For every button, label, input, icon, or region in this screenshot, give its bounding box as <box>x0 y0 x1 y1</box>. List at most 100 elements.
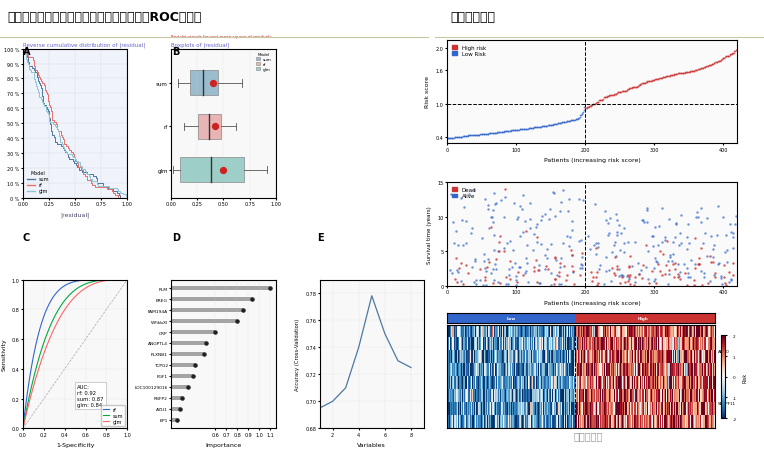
Point <box>623 86 636 93</box>
Point <box>174 405 186 413</box>
Point <box>573 238 585 245</box>
Point <box>588 101 600 108</box>
Point <box>576 110 588 117</box>
Point <box>519 126 531 133</box>
Point <box>664 252 676 259</box>
Point <box>675 212 687 219</box>
Point <box>727 50 740 57</box>
Point <box>639 80 652 87</box>
glm <box>75 290 84 295</box>
Text: C: C <box>23 232 30 242</box>
Point <box>469 258 481 265</box>
Point <box>485 130 497 138</box>
Point <box>648 265 660 272</box>
Point <box>701 253 713 260</box>
Point <box>549 213 561 220</box>
Point <box>510 279 523 286</box>
Point <box>548 121 560 129</box>
Point <box>698 239 710 247</box>
Point <box>660 74 672 81</box>
Point <box>455 134 468 141</box>
Point <box>466 132 478 139</box>
Point <box>669 71 681 78</box>
Point <box>630 84 642 92</box>
Point <box>468 132 481 139</box>
sum <box>120 277 129 283</box>
Point <box>483 259 495 266</box>
Point <box>618 249 630 256</box>
Point <box>645 78 657 85</box>
Point <box>688 281 700 289</box>
Point <box>569 117 581 124</box>
Point <box>511 216 523 223</box>
Point <box>452 134 465 141</box>
Line: sum: sum <box>23 50 128 198</box>
Point <box>485 224 497 231</box>
Point <box>563 118 575 125</box>
sum <box>28 66 37 72</box>
Point <box>594 97 607 105</box>
Point <box>682 221 694 229</box>
Point <box>557 119 569 126</box>
Point <box>529 224 542 231</box>
sum <box>69 289 78 295</box>
Point <box>561 272 573 279</box>
Text: A: A <box>23 47 31 57</box>
rf <box>122 277 131 283</box>
Point <box>566 227 578 234</box>
Point <box>602 232 614 239</box>
Point <box>540 123 552 130</box>
Point <box>452 241 465 249</box>
Point <box>721 259 733 267</box>
Point <box>656 251 668 258</box>
Point <box>691 67 703 74</box>
Point <box>615 230 627 237</box>
Point <box>648 77 660 84</box>
Point <box>613 222 625 229</box>
Point <box>626 85 638 92</box>
Point <box>490 266 502 273</box>
Point <box>617 273 630 281</box>
Point <box>486 130 498 138</box>
Point <box>558 263 570 270</box>
Point <box>631 84 643 91</box>
Point <box>542 123 554 130</box>
Point <box>481 256 494 263</box>
Point <box>454 134 466 141</box>
X-axis label: Patients (increasing risk score): Patients (increasing risk score) <box>544 300 640 305</box>
Point <box>481 131 493 138</box>
Point <box>601 94 613 101</box>
Point <box>557 240 569 248</box>
Point <box>474 132 486 139</box>
Point <box>669 71 681 78</box>
Point <box>727 260 739 267</box>
Point <box>688 68 701 75</box>
Point <box>656 239 668 246</box>
Point <box>640 79 652 86</box>
Point <box>492 248 504 255</box>
Point <box>513 264 525 271</box>
Point <box>614 89 626 97</box>
Point <box>546 122 558 129</box>
Point <box>503 238 516 245</box>
Point <box>624 86 636 93</box>
Point <box>673 273 685 280</box>
Point <box>176 394 189 401</box>
Point <box>681 265 693 272</box>
Point <box>691 214 704 221</box>
Point <box>605 249 617 256</box>
Point <box>588 201 601 208</box>
glm <box>77 166 86 171</box>
Point <box>494 129 507 137</box>
Point <box>494 233 506 240</box>
Point <box>482 207 494 214</box>
Point <box>712 261 724 268</box>
Point <box>479 131 491 138</box>
Point <box>582 233 594 240</box>
Point <box>675 70 687 78</box>
Point <box>618 88 630 95</box>
Bar <box>190 71 219 96</box>
Point <box>503 128 516 135</box>
Bar <box>149 396 183 400</box>
Point <box>500 239 513 247</box>
